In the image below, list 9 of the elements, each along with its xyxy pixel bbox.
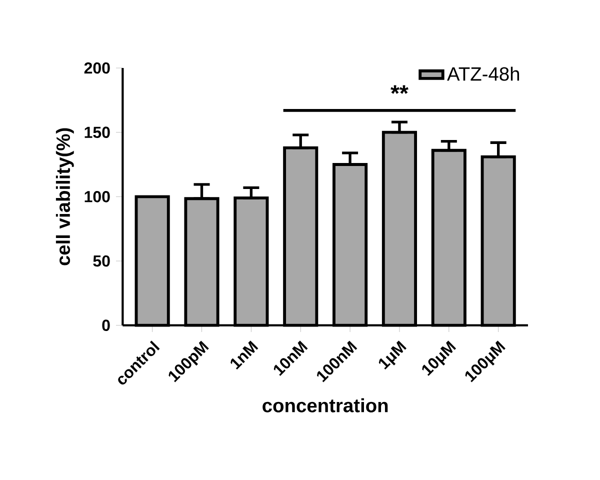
annotation: ** — [390, 85, 408, 94]
y-axis-title: cell viability(%) — [56, 128, 74, 266]
y-tick-label: 0 — [102, 320, 110, 331]
y-tick-label: 200 — [84, 62, 110, 74]
y-tick-label: 50 — [93, 255, 110, 267]
y-tick-label: 150 — [84, 126, 110, 138]
y-tick-label: 100 — [84, 191, 110, 202]
legend-label: ATZ-48h — [447, 66, 520, 81]
x-axis-title: concentration — [262, 398, 388, 412]
